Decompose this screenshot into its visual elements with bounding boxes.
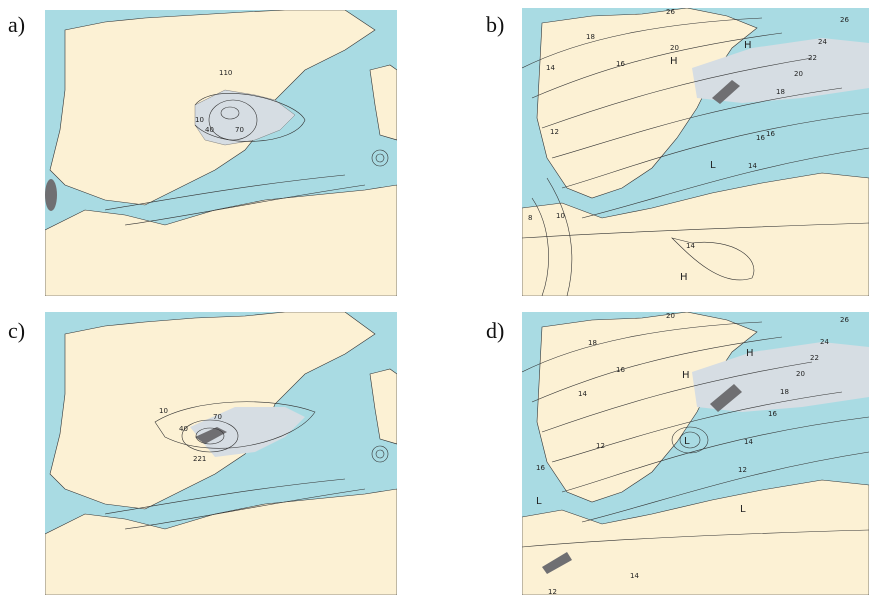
panel-b-label: b) <box>486 12 505 37</box>
contour-label: 18 <box>776 88 785 96</box>
contour-label: 18 <box>586 33 595 41</box>
contour-label: 16 <box>768 410 777 418</box>
contour-label: 70 <box>213 413 222 421</box>
contour-label: 40 <box>179 425 188 433</box>
land-iberia <box>536 312 758 503</box>
pressure-marker: L <box>684 436 690 447</box>
panel-c-map: 10 70 40 221 <box>45 312 397 595</box>
contour-label: 14 <box>744 438 753 446</box>
panel-b-map: 26 26 24 22 20 18 18 16 20 H H 14 16 12 … <box>522 8 869 296</box>
contour-label: 8 <box>528 214 532 222</box>
panel-a-label: a) <box>8 12 26 37</box>
pressure-marker: H <box>680 272 688 283</box>
contour-label: 26 <box>840 316 849 324</box>
contour-label: 14 <box>578 390 587 398</box>
contour-label: 14 <box>748 162 757 170</box>
contour-label: 14 <box>686 242 695 250</box>
contour-label: 20 <box>794 70 803 78</box>
contour-label: 12 <box>596 442 605 450</box>
contours <box>522 321 869 548</box>
contours <box>522 17 869 296</box>
panel-d-map: 20 26 24 22 20 18 18 16 H H 16 14 12 14 … <box>522 312 869 595</box>
contour-label: 70 <box>235 126 244 134</box>
contour-label: 24 <box>820 338 829 346</box>
precip-dark <box>710 384 742 412</box>
land-east <box>369 64 397 141</box>
contour-label: 14 <box>630 572 639 580</box>
contour-label: 16 <box>616 60 625 68</box>
contour-label: 22 <box>808 54 817 62</box>
contour-label: 20 <box>796 370 805 378</box>
contour-label: 16 <box>536 464 545 472</box>
contour-label: 26 <box>666 8 675 16</box>
precip-dark <box>542 552 572 574</box>
contour-label: 22 <box>810 354 819 362</box>
contour-label: 20 <box>670 44 679 52</box>
pressure-marker: H <box>682 370 690 381</box>
panel-d-label: d) <box>486 318 505 343</box>
panel-a-map: 110 10 40 70 <box>45 10 397 296</box>
pressure-marker: L <box>536 496 542 507</box>
contour-label: 16 <box>756 134 765 142</box>
panel-c-label: c) <box>8 318 26 343</box>
precip-shade <box>194 89 296 146</box>
contour-label: 24 <box>818 38 827 46</box>
contour-label: 16 <box>766 130 775 138</box>
land-africa <box>522 172 869 296</box>
pressure-marker: H <box>744 40 752 51</box>
land-iberia <box>536 8 758 199</box>
precip-dark <box>712 80 740 104</box>
contour-label: 10 <box>195 116 204 124</box>
land-africa <box>522 479 869 595</box>
contour-label: 20 <box>666 312 675 320</box>
pressure-marker: H <box>670 56 678 67</box>
contours <box>104 93 389 226</box>
contour-label: 16 <box>616 366 625 374</box>
contour-label: 18 <box>588 339 597 347</box>
contour-label: 110 <box>219 69 232 77</box>
precip-dark <box>195 427 227 444</box>
contour-label: 10 <box>159 407 168 415</box>
contour-label: 10 <box>556 212 565 220</box>
contour-label: 40 <box>205 126 214 134</box>
pressure-marker: L <box>710 160 716 171</box>
land-east <box>369 368 397 445</box>
contour-label: 12 <box>548 588 557 595</box>
precip-shade <box>190 407 305 457</box>
pressure-marker: L <box>740 504 746 515</box>
contour-label: 12 <box>738 466 747 474</box>
land-africa <box>45 488 397 595</box>
land-africa <box>45 184 397 296</box>
contour-label: 18 <box>780 388 789 396</box>
contour-label: 221 <box>193 455 206 463</box>
pressure-marker: H <box>746 348 754 359</box>
contours <box>104 401 389 530</box>
contour-label: 12 <box>550 128 559 136</box>
contour-label: 26 <box>840 16 849 24</box>
contour-label: 14 <box>546 64 555 72</box>
